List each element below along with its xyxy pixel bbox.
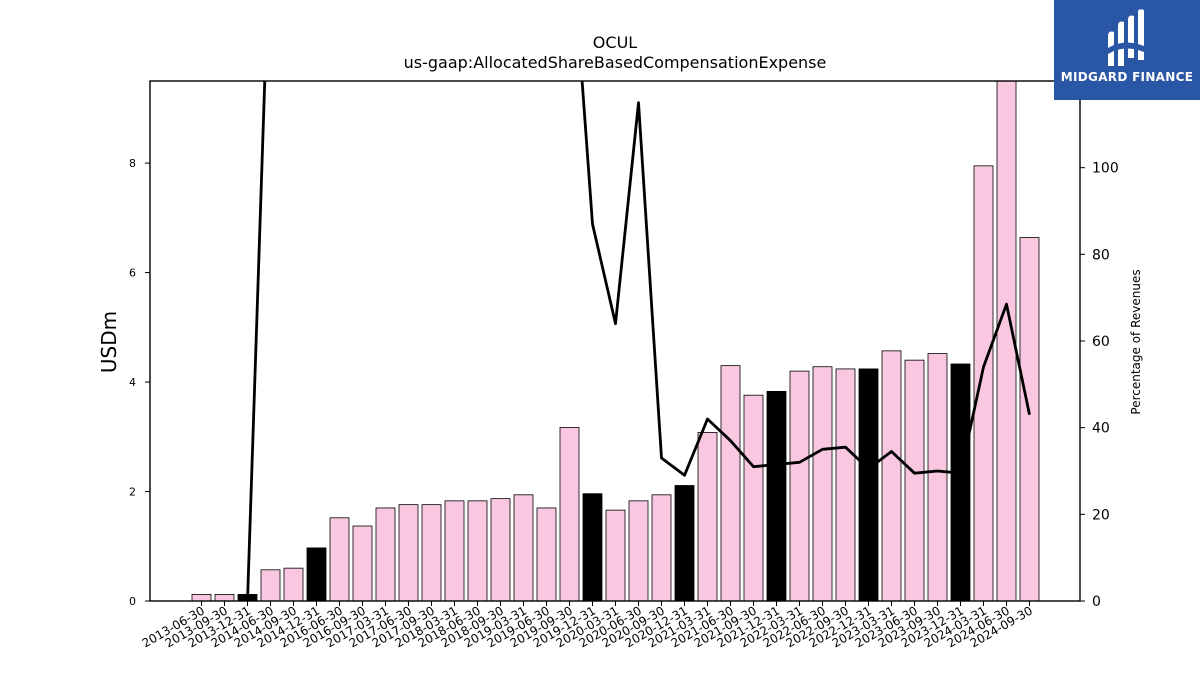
midgard-logo-icon [1108,9,1144,66]
bar-2022-03-31 [789,370,810,601]
bar-2019-09-30 [559,427,580,601]
bar-2020-12-31 [674,485,695,601]
bar-2018-03-31 [444,500,465,601]
bar-2019-06-30 [536,507,557,601]
y2-tick-label: 60 [1092,334,1110,350]
bar-2013-09-30 [214,594,235,601]
y2-tick-label: 0 [1092,594,1101,610]
y-tick-label: 6 [129,267,136,280]
bars-layer [191,81,1040,601]
bar-2023-09-30 [927,353,948,601]
bar-2014-09-30 [283,567,304,601]
bar-2024-03-31 [973,165,994,601]
bar-2022-06-30 [812,366,833,601]
bar-2023-06-30 [904,359,925,601]
brand-name: MIDGARD FINANCE [1060,70,1194,84]
bar-2020-09-30 [651,494,672,601]
bar-2017-09-30 [421,504,442,601]
y2-tick-label: 100 [1092,161,1119,177]
y-axis-label: USDm [97,311,121,373]
y2-tick-label: 80 [1092,247,1110,263]
y2-tick-label: 20 [1092,507,1110,523]
bar-2017-03-31 [375,507,396,601]
bar-2016-06-30 [329,517,350,601]
bar-2016-09-30 [352,525,373,601]
bar-2023-03-31 [881,350,902,601]
bar-2022-09-30 [835,368,856,601]
bar-2024-06-30 [996,81,1017,601]
percentage-line [246,81,1031,601]
bar-2020-06-30 [628,500,649,601]
bar-2023-12-31 [950,363,971,601]
bar-2018-06-30 [467,500,488,601]
axes-layer: 024680204060801002013-06-302013-09-30201… [129,80,1119,650]
bar-2022-12-31 [858,368,879,601]
bar-2014-12-31 [306,547,327,601]
chart-title: OCUL [593,33,637,52]
bar-2019-12-31 [582,493,603,601]
bar-2018-09-30 [490,498,511,601]
bar-2021-09-30 [743,394,764,601]
bar-2021-06-30 [720,365,741,601]
y2-axis-label: Percentage of Revenues [1129,269,1143,414]
y-tick-label: 2 [129,486,136,499]
bar-2014-06-30 [260,569,281,601]
bar-2013-06-30 [191,594,212,601]
bar-2021-12-31 [766,390,787,601]
bar-2024-09-30 [1019,237,1040,601]
brand-logo: MIDGARD FINANCE [1054,0,1200,100]
y2-tick-label: 40 [1092,421,1110,437]
y-tick-label: 8 [129,157,136,170]
bar-2020-03-31 [605,509,626,601]
line-layer [246,81,1031,601]
y-tick-label: 0 [129,595,136,608]
y-tick-label: 4 [129,376,136,389]
bar-2017-06-30 [398,504,419,601]
bar-2019-03-31 [513,494,534,601]
bar-2021-03-31 [697,432,718,601]
chart-subtitle: us-gaap:AllocatedShareBasedCompensationE… [404,53,827,72]
